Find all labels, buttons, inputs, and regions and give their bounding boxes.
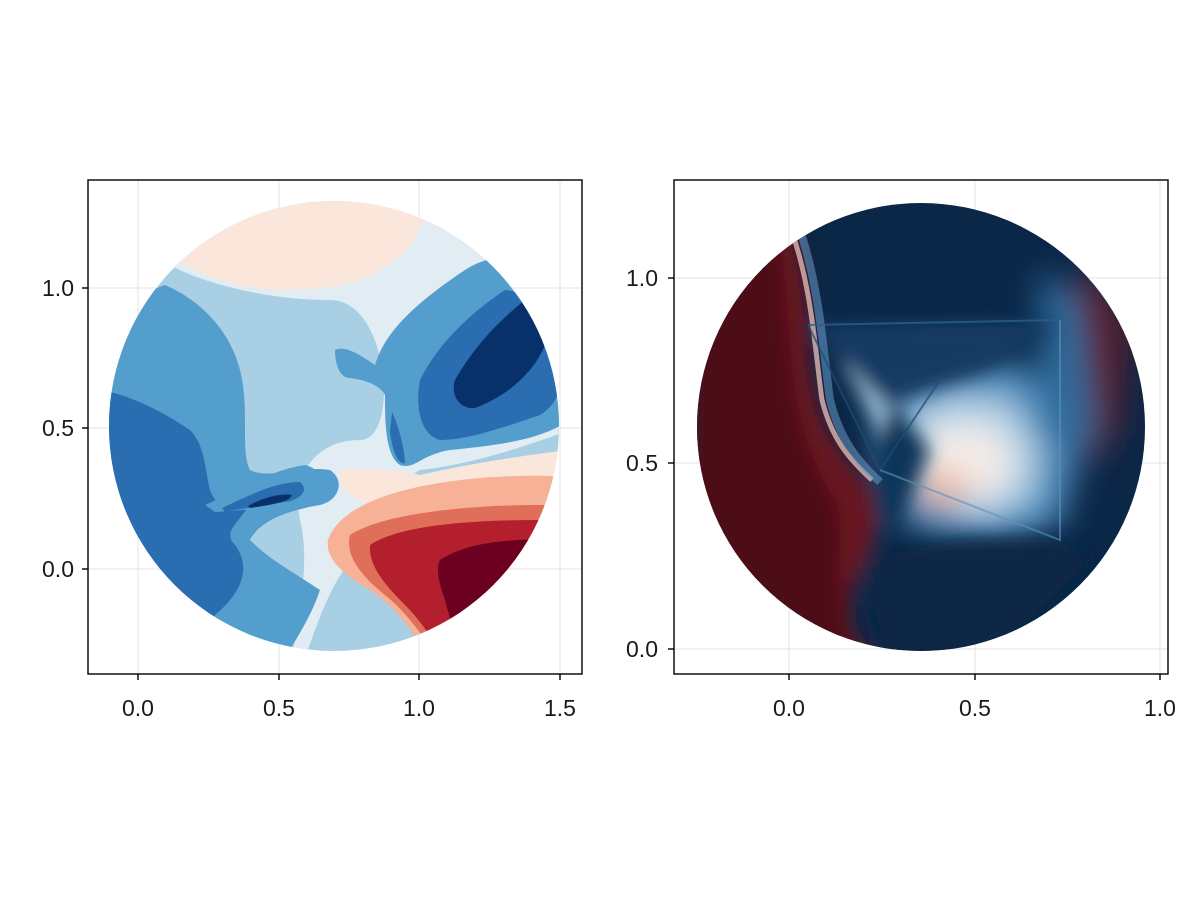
left-y-tick-label: 0.5: [42, 415, 74, 441]
contour-fill: [109, 201, 559, 651]
right-y-tick-label: 1.0: [626, 265, 658, 291]
right-x-tick-label: 0.5: [959, 695, 991, 721]
contour-upper-right-core: [453, 300, 547, 409]
contour-narrow-spike: [390, 412, 405, 464]
surface-fill: [697, 203, 1145, 651]
surface-red-blue-fringe: [789, 231, 874, 482]
right-y-axis: 1.0 0.5 0.0: [626, 265, 674, 662]
left-x-tick-label: 0.5: [263, 695, 295, 721]
left-y-axis: 1.0 0.5 0.0: [42, 275, 88, 582]
surface-facet-edge-right: [879, 320, 1061, 542]
right-plot-frame: [673, 179, 1169, 675]
surface-plot-panel: 0.0 0.5 1.0 1.0 0.5 0.0: [626, 179, 1176, 721]
contour-plot-panel: 0.0 0.5 1.0 1.5 1.0 0.5 0.0: [42, 179, 583, 721]
left-x-tick-label: 1.0: [403, 695, 435, 721]
left-y-tick-label: 0.0: [42, 556, 74, 582]
right-y-tick-label: 0.0: [626, 636, 658, 662]
left-x-tick-label: 1.5: [544, 695, 576, 721]
right-x-axis: 0.0 0.5 1.0: [773, 674, 1176, 721]
left-x-axis: 0.0 0.5 1.0 1.5: [122, 674, 576, 721]
left-y-tick-label: 1.0: [42, 275, 74, 301]
contour-tongue-mid: [205, 465, 324, 512]
right-x-tick-label: 1.0: [1144, 695, 1176, 721]
right-y-tick-label: 0.5: [626, 450, 658, 476]
surface-blue-fringe: [796, 228, 883, 485]
left-plot-frame: [87, 179, 583, 675]
contour-band-lower-core: [437, 539, 559, 651]
surface-facet-edge-top: [807, 319, 1061, 326]
left-x-tick-label: 0.0: [122, 695, 154, 721]
contour-tongue-core: [248, 494, 292, 508]
contour-tongue-dark: [222, 482, 305, 512]
right-x-tick-label: 0.0: [773, 695, 805, 721]
